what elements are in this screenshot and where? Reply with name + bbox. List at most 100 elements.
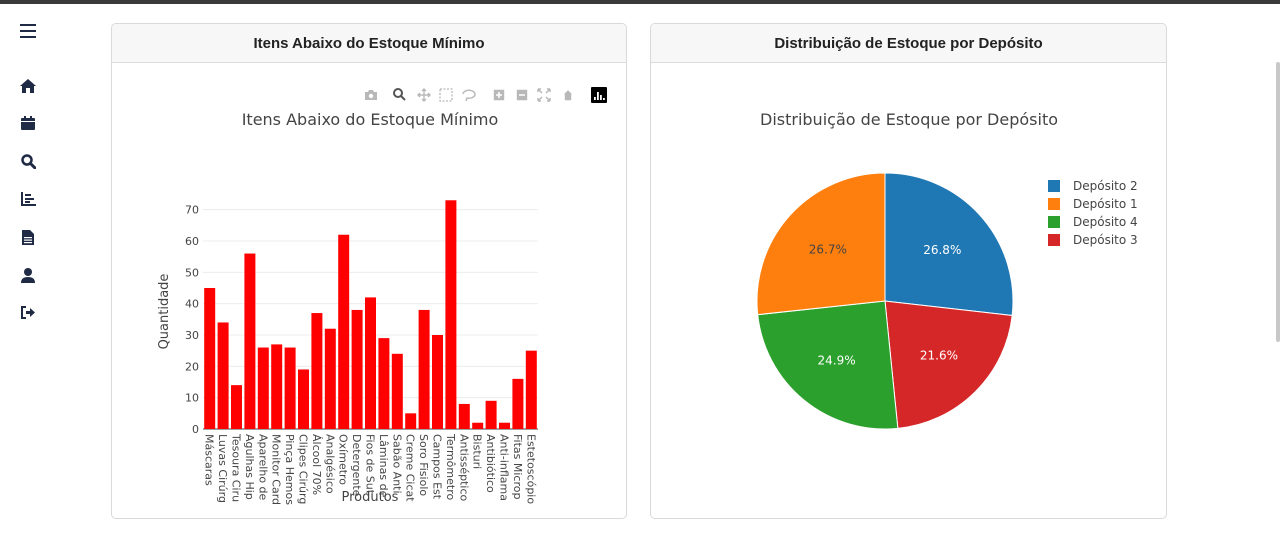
- pie-slice[interactable]: [884, 300, 1013, 429]
- pie-slice[interactable]: [884, 172, 1014, 316]
- pie-slice-label: 26.7%: [809, 243, 847, 257]
- lasso-icon-shape: [462, 89, 476, 102]
- x-tick-label: Tesoura Ciru: [230, 433, 243, 502]
- autoscale-icon[interactable]: [537, 88, 551, 102]
- x-tick-label: Anti-inflama: [498, 434, 511, 501]
- pie-slice[interactable]: [757, 300, 899, 430]
- y-tick-label: 30: [185, 329, 199, 342]
- y-tick-label: 40: [185, 298, 199, 311]
- menu-button[interactable]: [14, 19, 42, 43]
- x-tick-label: Agulhas Hip: [243, 434, 256, 500]
- x-tick-label: Aparelho de: [256, 434, 269, 501]
- pie-slice-label: 21.6%: [920, 349, 958, 363]
- autoscale-icon-shape: [537, 88, 551, 102]
- legend-label: Depósito 4: [1073, 215, 1138, 229]
- pan-icon[interactable]: [417, 88, 431, 102]
- bar[interactable]: [231, 385, 242, 429]
- zoom-icon-shape: [393, 88, 406, 101]
- plotly-logo-bg: [591, 87, 607, 103]
- logout-icon: [20, 305, 35, 319]
- sidebar-item-reports[interactable]: [14, 187, 42, 211]
- bar[interactable]: [472, 422, 484, 429]
- x-tick-label: Antisséptico: [457, 434, 470, 501]
- bar[interactable]: [378, 338, 390, 429]
- legend-swatch: [1048, 180, 1060, 192]
- y-tick-label: 70: [185, 204, 199, 217]
- bar[interactable]: [391, 353, 403, 429]
- bar[interactable]: [499, 422, 510, 429]
- y-tick-label: 50: [185, 266, 199, 279]
- bar[interactable]: [418, 309, 430, 429]
- x-tick-label: Termômetro: [444, 433, 457, 500]
- x-tick-label: Soro Fisiolo: [417, 434, 430, 496]
- bar[interactable]: [445, 200, 457, 429]
- zoom-in-icon-shape: [492, 88, 506, 102]
- category-labels: Máscaras Luvas Cirúrg Tesoura Ciru Agulhas …: [203, 433, 538, 505]
- bar[interactable]: [298, 369, 309, 429]
- pie-slice[interactable]: [756, 172, 886, 316]
- box-select-icon[interactable]: [439, 88, 453, 102]
- x-tick-label: Fios de Sut: [364, 434, 377, 495]
- camera-icon[interactable]: [365, 90, 377, 100]
- document-icon: [22, 229, 34, 245]
- legend-swatch: [1048, 234, 1060, 246]
- calendar-icon: [21, 116, 35, 130]
- reset-axes-icon[interactable]: [560, 87, 576, 102]
- stock-distribution-card: Distribuição de Estoque por Depósito Dis…: [650, 23, 1167, 519]
- pan-icon-shape: [417, 88, 431, 102]
- stock-distribution-card-header: Distribuição de Estoque por Depósito: [651, 24, 1166, 63]
- bar[interactable]: [365, 297, 376, 429]
- x-tick-label: Fitas Microp: [511, 434, 524, 499]
- bar[interactable]: [217, 322, 229, 429]
- pie-chart[interactable]: Distribuição de Estoque por Depósito 26.8…: [651, 63, 1166, 518]
- bar[interactable]: [512, 378, 524, 429]
- bar[interactable]: [525, 350, 537, 429]
- box-select-icon-shape: [439, 88, 453, 102]
- bar[interactable]: [204, 288, 216, 429]
- bar[interactable]: [311, 313, 323, 429]
- sidebar-item-documents[interactable]: [14, 225, 42, 249]
- legend-item[interactable]: Depósito 2: [1048, 179, 1138, 193]
- legend-item[interactable]: Depósito 3: [1048, 233, 1138, 247]
- bar-chart[interactable]: Itens Abaixo do Estoque Mínimo 0 10 20 30 40 5…: [112, 63, 626, 518]
- bar[interactable]: [284, 347, 296, 429]
- bar[interactable]: [485, 400, 497, 429]
- plotly-logo-bar: [603, 98, 605, 100]
- camera-lens: [368, 93, 374, 99]
- bar[interactable]: [338, 234, 350, 429]
- bar[interactable]: [351, 309, 363, 429]
- page-scrollbar[interactable]: [1276, 62, 1280, 342]
- sidebar-item-user[interactable]: [14, 263, 42, 287]
- modebar: [365, 87, 607, 103]
- x-tick-label: Creme Cicat: [404, 434, 417, 502]
- zoom-icon[interactable]: [393, 88, 406, 101]
- bar[interactable]: [257, 347, 269, 429]
- bar[interactable]: [244, 253, 256, 429]
- legend-label: Depósito 2: [1073, 179, 1138, 193]
- bar[interactable]: [324, 328, 336, 429]
- y-tick-label: 60: [185, 235, 199, 248]
- bar[interactable]: [432, 335, 443, 429]
- user-icon: [21, 267, 35, 283]
- zoom-in-icon[interactable]: [492, 88, 506, 102]
- sidebar-item-search[interactable]: [14, 149, 42, 173]
- sidebar-item-home[interactable]: [14, 74, 42, 98]
- legend-item[interactable]: Depósito 4: [1048, 215, 1138, 229]
- legend-item[interactable]: Depósito 1: [1048, 197, 1138, 211]
- bar-chart-title: Itens Abaixo do Estoque Mínimo: [242, 110, 499, 129]
- x-tick-label: Clipes Cirúrg: [297, 434, 310, 504]
- zoom-out-icon[interactable]: [515, 88, 529, 102]
- legend-label: Depósito 1: [1073, 197, 1138, 211]
- low-stock-card: Itens Abaixo do Estoque Mínimo Itens Aba…: [111, 23, 627, 519]
- x-tick-label: Estetoscópio: [524, 434, 537, 504]
- search-icon: [20, 153, 36, 169]
- top-border: [0, 0, 1280, 4]
- y-tick-label: 20: [185, 360, 199, 373]
- sidebar-item-calendar[interactable]: [14, 111, 42, 135]
- bar[interactable]: [458, 403, 470, 429]
- bar[interactable]: [271, 344, 283, 429]
- bar[interactable]: [405, 413, 417, 429]
- plotly-logo-icon[interactable]: [591, 87, 607, 103]
- lasso-icon[interactable]: [462, 89, 476, 102]
- sidebar-item-logout[interactable]: [14, 300, 42, 324]
